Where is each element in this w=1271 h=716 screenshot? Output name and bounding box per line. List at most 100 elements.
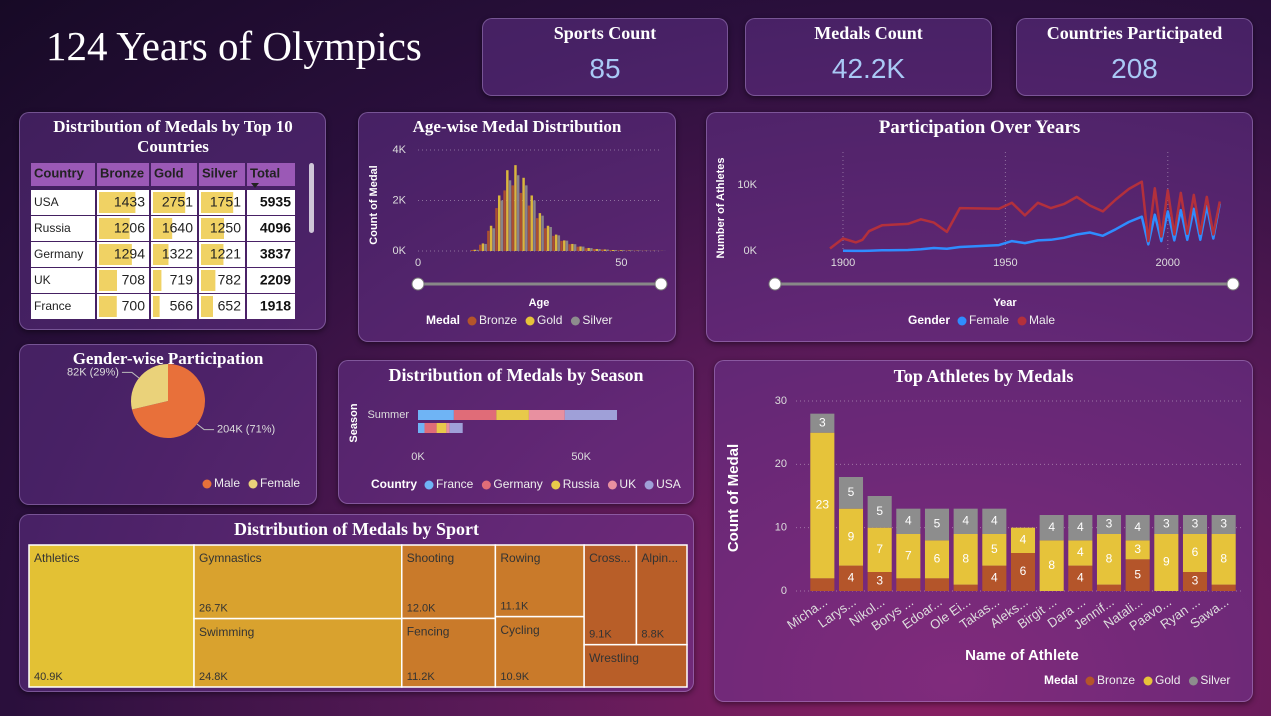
bar-segment	[982, 534, 1007, 566]
bar	[552, 235, 555, 251]
data-label: 7	[876, 542, 883, 556]
table-cell	[247, 190, 295, 215]
data-bar	[153, 270, 162, 291]
bar-segment	[810, 578, 835, 591]
cell-value: 1221	[210, 246, 241, 262]
legend-label: USA	[656, 477, 681, 491]
data-bar	[201, 192, 234, 213]
y-tick-label: 2K	[393, 194, 407, 206]
data-bar	[99, 296, 117, 317]
bar-segment	[924, 508, 950, 541]
legend-label: Bronze	[1097, 673, 1135, 687]
cell-value: 652	[218, 298, 242, 314]
slider-handle[interactable]	[768, 277, 782, 291]
data-label: 3	[1220, 517, 1227, 531]
bar-segment	[810, 432, 835, 579]
bar-segment	[1182, 534, 1208, 572]
cell-label: Rowing	[500, 551, 540, 565]
kpi-value: 42.2K	[831, 53, 906, 84]
legend-swatch	[607, 480, 617, 490]
slider-handle[interactable]	[654, 277, 668, 291]
cell-value: 11.1K	[500, 601, 529, 613]
cell-value: 1751	[210, 194, 241, 210]
chart-panel: 204K (71%) 82K (29%) Male Female Gender-wis…	[19, 344, 317, 505]
legend-title: Gender	[908, 313, 950, 327]
cell-value: 10.9K	[500, 671, 529, 683]
bar	[573, 244, 577, 251]
table-cell	[247, 216, 295, 241]
bar-segment	[924, 578, 950, 591]
data-label: 8	[1106, 552, 1113, 566]
kpi-label: Countries Participated	[1046, 23, 1223, 43]
country-name: UK	[34, 273, 51, 287]
panel-title: Distribution of Medals by Top 10 Countri…	[53, 117, 293, 156]
slider-handle[interactable]	[1226, 277, 1240, 291]
legend-swatch	[1017, 316, 1027, 326]
data-label: 5	[848, 485, 855, 499]
data-bar	[153, 296, 160, 317]
legend-label: Male	[1029, 313, 1055, 327]
bar-segment	[528, 410, 565, 420]
bar	[544, 228, 547, 251]
data-label: 82K (29%)	[67, 366, 119, 378]
bar-segment	[1010, 553, 1036, 591]
bar-segment	[896, 534, 921, 579]
data-label: 3	[819, 415, 826, 429]
bar-segment	[1154, 515, 1179, 534]
kpi-card: Countries Participated 208	[1016, 18, 1253, 96]
bar-segment	[453, 410, 497, 420]
bar-segment	[867, 572, 892, 591]
slider-handle[interactable]	[411, 277, 425, 291]
bar-segment	[1096, 515, 1122, 534]
legend-swatch	[1143, 676, 1153, 686]
cell-label: Cycling	[500, 623, 539, 637]
data-label: 3	[1134, 542, 1141, 556]
bar	[549, 227, 552, 251]
data-bar	[153, 244, 169, 265]
bar-segment	[1211, 584, 1236, 591]
bar-segment	[1039, 540, 1064, 591]
cell-label: Fencing	[407, 625, 450, 639]
cell-label: Athletics	[34, 551, 79, 565]
panel-title: Participation Over Years	[878, 117, 1081, 138]
treemap-cell	[401, 617, 497, 688]
bar-segment	[1068, 565, 1093, 591]
legend-swatch	[957, 316, 967, 326]
bar	[592, 248, 596, 251]
data-bar	[153, 192, 186, 213]
bar	[522, 177, 525, 251]
y-tick-label: 0	[781, 585, 787, 597]
bar	[503, 190, 506, 251]
cell-value: 3837	[260, 246, 291, 262]
chart: Age Count of Medal 0K 2K 4K 0 50 Medal Bronze Gol…	[368, 144, 668, 327]
table: Country Bronze Gold Silver Total USA 1433 2751 1…	[31, 163, 314, 319]
bar	[563, 240, 566, 251]
cell-value: 1206	[114, 220, 145, 236]
data-bar	[99, 192, 136, 213]
kpi-card: Medals Count 42.2K	[745, 18, 992, 96]
data-label: 6	[934, 552, 941, 566]
bar-segment	[896, 508, 921, 534]
legend-swatch	[1085, 676, 1095, 686]
column-header: Gold	[154, 165, 184, 180]
column-header: Total	[250, 165, 280, 180]
cell-label: Shooting	[407, 551, 454, 565]
bar	[484, 243, 487, 251]
country-name: Germany	[34, 247, 83, 261]
bar	[609, 249, 612, 251]
column-header: Silver	[202, 165, 237, 180]
x-tick-label: 1950	[993, 257, 1017, 269]
sort-indicator	[251, 183, 259, 188]
panel-title: Age-wise Medal Distribution	[412, 117, 622, 136]
data-label: 8	[1048, 558, 1055, 572]
chart-panel: Athletics 40.9K Gymnastics 26.7K Swimming 24.…	[19, 514, 694, 692]
header-cell	[97, 163, 149, 186]
pie-slice	[131, 364, 168, 410]
bar	[516, 175, 520, 251]
kpi-card: Sports Count 85	[482, 18, 728, 96]
data-bar	[153, 218, 173, 239]
bar	[546, 225, 550, 251]
scrollbar[interactable]	[309, 163, 314, 233]
data-label: 4	[991, 571, 998, 585]
